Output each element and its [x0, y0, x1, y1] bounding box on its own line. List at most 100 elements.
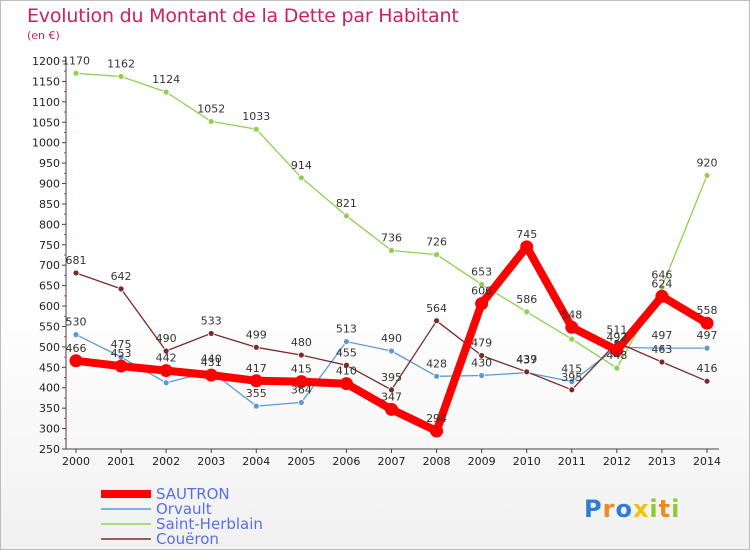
data-point [72, 331, 80, 339]
data-point [343, 338, 350, 345]
data-point [520, 240, 534, 254]
y-tick-label: 600 [39, 300, 60, 313]
x-tick-label: 2010 [513, 455, 541, 468]
data-label: 480 [291, 336, 312, 349]
data-point [297, 174, 305, 182]
data-label: 914 [291, 159, 312, 172]
data-point [114, 359, 128, 373]
y-tick-label: 250 [39, 443, 60, 456]
data-point [297, 351, 305, 359]
data-point [117, 285, 125, 293]
y-tick-label: 1200 [32, 55, 60, 68]
data-label: 821 [336, 197, 357, 210]
data-label: 1162 [107, 58, 135, 71]
data-label: 410 [336, 365, 357, 378]
data-label: 745 [516, 228, 537, 241]
data-label: 453 [111, 347, 132, 360]
data-point [252, 402, 260, 410]
x-tick-label: 2007 [378, 455, 406, 468]
data-label: 455 [336, 346, 357, 359]
x-tick-label: 2005 [287, 455, 315, 468]
data-point [388, 347, 395, 355]
data-label: 1033 [242, 110, 270, 123]
logo-letter: o [615, 495, 633, 523]
data-label: 428 [426, 357, 447, 370]
data-label: 395 [561, 371, 582, 384]
data-label: 497 [697, 329, 718, 342]
data-label: 1170 [62, 54, 90, 67]
data-point [610, 343, 624, 357]
chart-subtitle: (en €) [27, 29, 60, 42]
data-label: 497 [651, 329, 672, 342]
data-label: 415 [561, 363, 582, 376]
data-point [72, 269, 80, 277]
proxiti-logo: Proxiti [584, 495, 680, 523]
data-label: 736 [381, 232, 402, 245]
data-point [159, 364, 173, 378]
data-label: 624 [651, 277, 672, 290]
data-label: 431 [201, 356, 222, 369]
y-tick-label: 500 [39, 341, 60, 354]
y-tick-label: 900 [39, 178, 60, 191]
data-point [388, 247, 395, 254]
data-point [385, 402, 398, 416]
x-tick-label: 2012 [603, 455, 631, 468]
data-point [297, 399, 305, 406]
data-label: 439 [516, 353, 537, 366]
data-label: 355 [246, 387, 267, 400]
legend-label: Saint-Herblain [156, 515, 263, 533]
data-label: 466 [66, 342, 87, 355]
x-tick-label: 2001 [107, 455, 135, 468]
y-tick-label: 350 [39, 402, 60, 415]
data-label: 479 [471, 336, 492, 349]
data-label: 653 [471, 265, 492, 278]
data-point [565, 320, 579, 334]
data-label: 533 [201, 314, 222, 327]
data-point [388, 386, 395, 394]
data-label: 416 [697, 362, 718, 375]
x-tick-label: 2004 [242, 455, 270, 468]
data-point [523, 308, 531, 316]
data-point [343, 361, 350, 369]
data-point [478, 372, 486, 379]
y-tick-label: 650 [39, 280, 60, 293]
legend-label: SAUTRON [156, 485, 230, 503]
data-label: 920 [697, 156, 718, 169]
data-point [703, 344, 711, 352]
x-tick-label: 2008 [423, 455, 451, 468]
data-point [613, 364, 621, 372]
y-tick-label: 750 [39, 239, 60, 252]
y-tick-label: 550 [39, 320, 60, 333]
data-point [294, 375, 308, 389]
data-point [703, 377, 711, 385]
data-label: 511 [606, 323, 627, 336]
y-tick-label: 950 [39, 157, 60, 170]
data-label: 347 [381, 390, 402, 403]
data-label: 642 [111, 270, 132, 283]
data-label: 499 [246, 328, 267, 341]
data-point [568, 378, 576, 386]
data-point [433, 372, 440, 380]
x-tick-label: 2003 [197, 455, 225, 468]
data-point [568, 386, 576, 394]
data-label: 1052 [197, 102, 225, 115]
data-label: 417 [246, 362, 267, 375]
data-point [69, 354, 83, 368]
data-label: 558 [697, 304, 718, 317]
data-point [117, 73, 125, 80]
data-point [703, 171, 711, 179]
data-point [658, 358, 666, 366]
chart-title: Evolution du Montant de la Dette par Hab… [27, 5, 459, 27]
data-label: 681 [66, 254, 87, 267]
data-label: 395 [381, 371, 402, 384]
data-label: 513 [336, 323, 357, 336]
data-label: 530 [66, 316, 87, 329]
y-tick-label: 1150 [32, 75, 60, 88]
x-tick-label: 2011 [558, 455, 586, 468]
data-label: 364 [291, 383, 312, 396]
data-label: 437 [516, 354, 537, 367]
data-point [433, 317, 440, 325]
data-point [204, 368, 218, 382]
